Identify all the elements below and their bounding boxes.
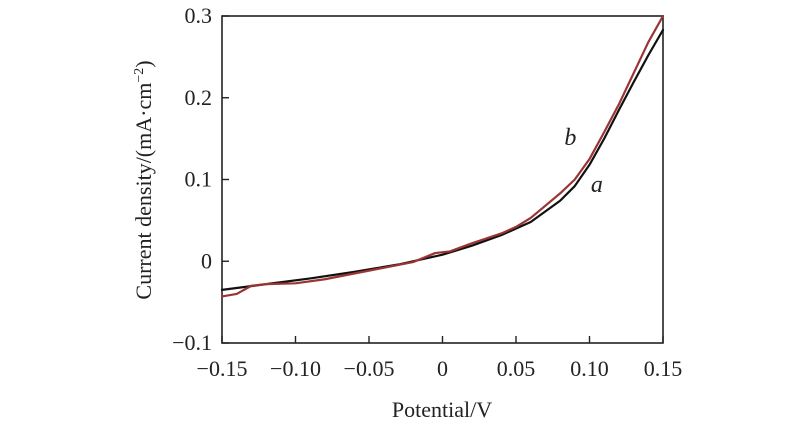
x-tick-label: 0 — [437, 356, 448, 381]
x-tick-label: −0.05 — [344, 356, 395, 381]
x-tick-label: 0.15 — [644, 356, 683, 381]
y-tick-label: 0.3 — [185, 3, 213, 28]
y-axis-title-close: ) — [131, 60, 156, 67]
series-group: ab — [220, 14, 665, 298]
y-tick-label: 0 — [201, 248, 212, 273]
series-b-label: b — [564, 125, 576, 151]
x-tick-label: 0.05 — [497, 356, 536, 381]
y-axis-title-main: Current density/(mA·cm — [131, 83, 156, 300]
x-axis-title: Potential/V — [392, 397, 492, 422]
y-tick-label: 0.2 — [185, 85, 213, 110]
x-tick-label: −0.10 — [270, 356, 321, 381]
x-tick-label: 0.10 — [570, 356, 609, 381]
series-a-line — [220, 28, 665, 291]
series-b-line — [220, 14, 665, 298]
y-tick-label: −0.1 — [172, 330, 212, 355]
x-tick-label: −0.15 — [197, 356, 248, 381]
y-ticks: −0.1 0 0.1 0.2 0.3 — [172, 3, 229, 355]
y-axis-title: Current density/(mA·cm−2) — [131, 60, 156, 299]
series-a-label: a — [591, 172, 603, 198]
x-ticks: −0.15 −0.10 −0.05 0 0.05 0.10 0.15 — [197, 336, 683, 381]
y-tick-label: 0.1 — [185, 167, 213, 192]
y-axis-title-exponent: −2 — [132, 68, 147, 83]
